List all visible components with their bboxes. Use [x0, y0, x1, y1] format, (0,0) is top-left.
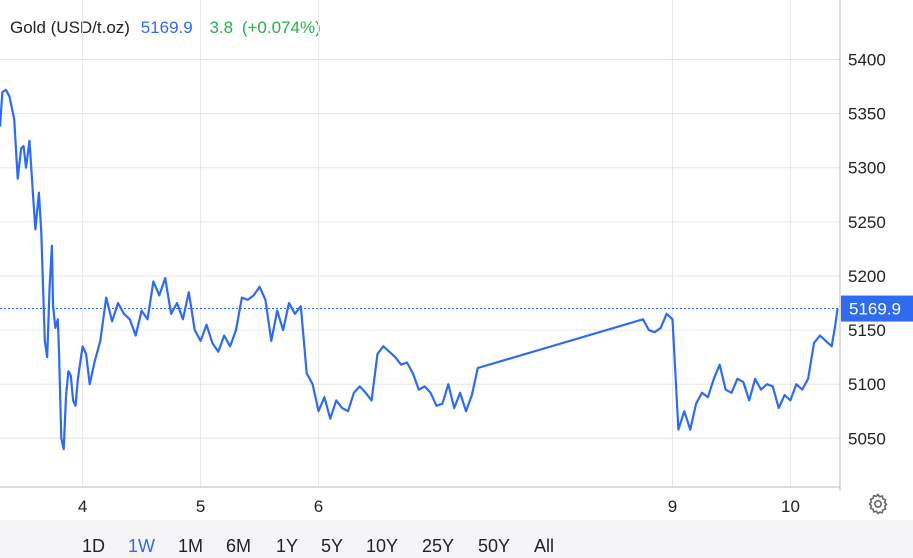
price-chart[interactable]: 5050 5100 5150 5200 5250 5300 5350 5400 4 5 6 9 10 51… [0, 0, 913, 520]
range-button-6m[interactable]: 6M [226, 536, 252, 556]
range-button-5y[interactable]: 5Y [321, 536, 344, 556]
y-tick-label: 5250 [848, 213, 886, 232]
range-button-1y[interactable]: 1Y [276, 536, 299, 556]
range-button-1w[interactable]: 1W [128, 536, 155, 556]
range-button-all[interactable]: All [534, 536, 555, 556]
range-button-1m[interactable]: 1M [178, 536, 204, 556]
price-series-line [0, 88, 839, 451]
gear-icon[interactable] [866, 492, 890, 516]
y-tick-label: 5300 [848, 159, 886, 178]
range-button-50y[interactable]: 50Y [478, 536, 511, 556]
price-change-percent: (+0.074%) [241, 18, 321, 37]
x-tick-label: 9 [668, 497, 677, 516]
y-tick-label: 5400 [848, 51, 886, 70]
x-tick-label: 10 [781, 497, 800, 516]
price-change: 3.8 [209, 18, 234, 37]
y-tick-label: 5100 [848, 375, 886, 394]
y-tick-label: 5150 [848, 321, 886, 340]
current-price: 5169.9 [140, 18, 193, 37]
x-tick-label: 5 [196, 497, 205, 516]
chart-header: Gold (USD/t.oz) 5169.9 3.8 (+0.074%) [10, 18, 321, 38]
y-tick-label: 5350 [848, 105, 886, 124]
last-price-tag [841, 295, 913, 322]
x-tick-label: 6 [314, 497, 323, 516]
instrument-name: Gold (USD/t.oz) [10, 18, 130, 37]
y-tick-label: 5050 [848, 429, 886, 448]
x-tick-label: 4 [78, 497, 87, 516]
range-button-25y[interactable]: 25Y [422, 536, 455, 556]
y-tick-label: 5200 [848, 267, 886, 286]
range-selector: 1D 1W 1M 6M 1Y 5Y 10Y 25Y 50Y All [0, 520, 913, 558]
range-button-1d[interactable]: 1D [82, 536, 106, 556]
last-price-label: 5169.9 [849, 300, 901, 319]
range-button-10y[interactable]: 10Y [366, 536, 399, 556]
